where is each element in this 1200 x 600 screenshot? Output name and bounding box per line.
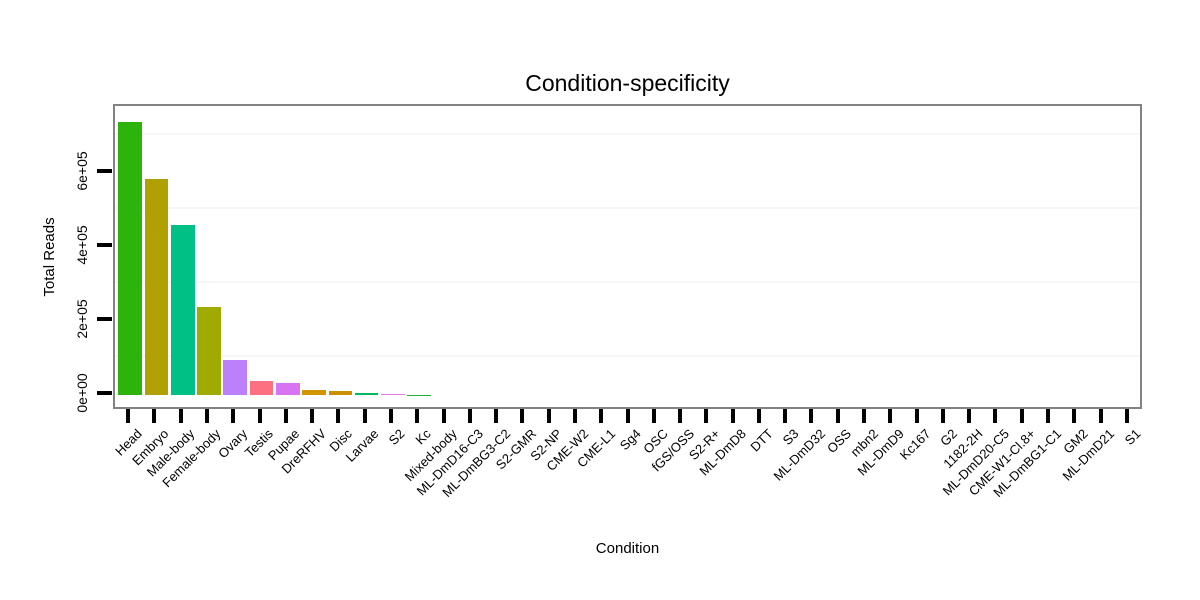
y-axis-tick xyxy=(97,243,112,248)
bar-testis xyxy=(249,380,274,396)
bar-drerfhv xyxy=(302,390,326,396)
plot-panel xyxy=(113,104,1142,409)
x-axis-tick xyxy=(336,409,341,423)
y-axis-tick xyxy=(97,169,112,174)
y-tick-label: 2e+05 xyxy=(74,299,90,340)
x-axis-tick xyxy=(625,409,630,423)
x-axis-tick xyxy=(494,409,499,423)
bar-male-body xyxy=(170,225,195,396)
x-axis-tick xyxy=(204,409,209,423)
bar-ovary xyxy=(223,360,248,396)
bar-larvae xyxy=(354,393,379,396)
bar-kc xyxy=(407,394,432,396)
y-tick-label: 6e+05 xyxy=(74,151,90,192)
minor-gridline xyxy=(115,355,1140,358)
x-tick-label: Ovary xyxy=(214,426,250,462)
x-axis-tick xyxy=(1072,409,1077,423)
x-axis-tick xyxy=(441,409,446,423)
x-axis-tick xyxy=(257,409,262,423)
minor-gridline xyxy=(115,281,1140,284)
x-axis-tick xyxy=(862,409,867,423)
x-axis-tick xyxy=(546,409,551,423)
minor-gridline xyxy=(115,207,1140,210)
x-axis-tick xyxy=(599,409,604,423)
x-tick-label: S1 xyxy=(1121,426,1144,448)
x-axis-tick xyxy=(730,409,735,423)
x-axis-tick xyxy=(704,409,709,423)
x-axis-tick xyxy=(1098,409,1103,423)
x-axis-tick xyxy=(520,409,525,423)
bar-female-body xyxy=(197,306,221,396)
x-axis-tick xyxy=(310,409,315,423)
bar-embryo xyxy=(144,178,169,396)
x-axis-tick xyxy=(572,409,577,423)
x-axis-tick xyxy=(888,409,893,423)
x-axis-tick xyxy=(362,409,367,423)
x-axis-tick xyxy=(1019,409,1024,423)
x-axis-tick xyxy=(809,409,814,423)
x-axis-tick xyxy=(967,409,972,423)
x-axis-tick xyxy=(835,409,840,423)
minor-gridline xyxy=(115,133,1140,136)
x-axis-tick xyxy=(783,409,788,423)
bar-s2 xyxy=(381,394,405,396)
x-axis-tick xyxy=(178,409,183,423)
y-axis-tick xyxy=(97,317,112,322)
x-axis-tick xyxy=(940,409,945,423)
x-axis-tick xyxy=(993,409,998,423)
x-axis-tick xyxy=(388,409,393,423)
x-axis-tick xyxy=(415,409,420,423)
x-axis-tick xyxy=(467,409,472,423)
x-axis-title: Condition xyxy=(595,540,660,557)
x-axis-tick xyxy=(914,409,919,423)
chart-title: Condition-specificity xyxy=(525,70,730,96)
y-axis-tick xyxy=(97,391,112,396)
bar-head xyxy=(118,121,142,396)
bar-disc xyxy=(328,391,353,396)
y-tick-label: 0e+00 xyxy=(74,373,90,413)
x-axis-tick xyxy=(1124,409,1129,423)
x-axis-tick xyxy=(651,409,656,423)
x-axis-tick xyxy=(756,409,761,423)
x-axis-tick xyxy=(231,409,236,423)
x-axis-tick xyxy=(283,409,288,423)
x-axis-tick xyxy=(1046,409,1050,423)
bar-pupae xyxy=(276,383,300,396)
x-axis-tick xyxy=(678,409,683,423)
x-tick-label: Sg4 xyxy=(617,426,645,453)
y-axis-title: Total Reads xyxy=(41,217,58,297)
x-tick-label: S2 xyxy=(385,426,408,448)
x-axis-tick xyxy=(152,409,157,423)
x-tick-label: DTT xyxy=(747,426,776,455)
x-axis-tick xyxy=(126,409,131,423)
y-tick-label: 4e+05 xyxy=(74,225,90,266)
